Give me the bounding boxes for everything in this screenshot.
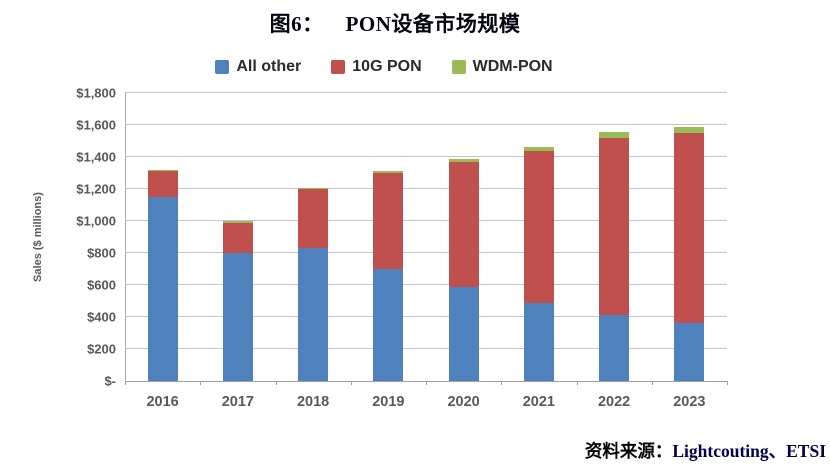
legend-item-wdm-pon: WDM-PON (451, 58, 553, 76)
bar-segment (147, 197, 178, 381)
x-tick-mark (727, 381, 728, 385)
stacked-bar-2023 (674, 126, 705, 381)
bar-segment (674, 323, 705, 381)
y-tick-label: $600 (87, 277, 116, 293)
gridline (125, 124, 727, 125)
gridline (125, 316, 727, 317)
x-tick-mark (426, 381, 427, 385)
x-tick-label: 2017 (221, 394, 255, 410)
chart-figure: All other 10G PON WDM-PON Sales ($ milli… (14, 46, 794, 424)
bar-segment (298, 248, 329, 381)
bar-segment (147, 171, 178, 197)
chart-legend: All other 10G PON WDM-PON (14, 58, 754, 76)
x-tick-mark (125, 381, 126, 385)
stacked-bar-2022 (599, 132, 630, 381)
bar-segment (523, 302, 554, 381)
bar-segment (523, 151, 554, 303)
bar-segment (674, 126, 705, 134)
bar-segment (448, 161, 479, 288)
x-tick-mark (501, 381, 503, 385)
x-tick-mark (576, 381, 578, 385)
stacked-bar-2016 (147, 169, 178, 381)
stacked-bar-2020 (448, 159, 479, 381)
y-tick-label: $1,400 (76, 149, 116, 165)
legend-label: WDM-PON (472, 58, 553, 75)
y-tick-label: $1,000 (76, 213, 116, 229)
bar-segment (373, 269, 404, 381)
source-label: 资料来源： (584, 441, 673, 461)
legend-item-all-other: All other (215, 58, 301, 76)
bar-segment (448, 287, 479, 381)
x-tick-label: 2019 (372, 394, 405, 410)
legend-item-10g-pon: 10G PON (331, 58, 422, 76)
y-tick-label: $1,200 (76, 181, 116, 197)
figure-number: 图6： (269, 12, 324, 36)
y-tick-label: $800 (87, 245, 116, 261)
y-tick-label: $1,800 (76, 85, 116, 101)
gridline (125, 92, 727, 93)
y-axis-line (125, 93, 126, 385)
bar-segment (674, 133, 705, 324)
bar-segment (222, 253, 253, 381)
bar-segment (599, 137, 630, 315)
x-tick-label: 2023 (673, 394, 706, 410)
legend-label: 10G PON (352, 58, 422, 75)
x-tick-mark (200, 381, 202, 385)
x-tick-mark (275, 381, 277, 385)
figure-title: 图6： PON设备市场规模 (0, 8, 790, 38)
legend-swatch-red-icon (331, 60, 346, 74)
x-tick-label: 2020 (447, 394, 480, 410)
x-tick-label: 2016 (146, 394, 179, 410)
stacked-bar-2018 (298, 187, 329, 381)
bar-segment (222, 221, 253, 223)
bar-segment (222, 222, 253, 253)
bar-segment (373, 173, 404, 269)
gridline (125, 348, 727, 349)
x-tick-label: 2018 (296, 394, 330, 410)
x-tick-label: 2022 (597, 394, 631, 410)
gridline (125, 220, 727, 221)
source-value: Lightcouting、ETSI (672, 441, 826, 461)
bar-segment (147, 169, 178, 172)
figure-title-text: PON设备市场规模 (345, 12, 521, 36)
bar-segment (599, 314, 630, 381)
y-tick-label: $- (104, 373, 116, 389)
bar-segment (298, 189, 329, 249)
stacked-bar-2017 (222, 221, 253, 381)
x-tick-mark (350, 381, 352, 385)
bar-segment (373, 171, 404, 173)
y-tick-label: $200 (87, 341, 116, 357)
bar-segment (599, 132, 630, 138)
gridline (125, 156, 727, 157)
source-line: 资料来源：Lightcouting、ETSI (585, 438, 826, 463)
gridline (125, 252, 727, 253)
legend-swatch-green-icon (451, 60, 466, 74)
legend-swatch-blue-icon (215, 60, 230, 74)
gridline (125, 284, 727, 285)
gridline (125, 188, 727, 189)
bar-segment (448, 159, 479, 162)
x-tick-label: 2021 (522, 394, 556, 410)
bar-segment (523, 147, 554, 152)
y-tick-label: $400 (87, 309, 116, 325)
stacked-bar-2021 (523, 147, 554, 381)
stacked-bar-2019 (373, 171, 404, 381)
y-axis-title: Sales ($ millions) (32, 192, 44, 282)
plot-area: $- $200 $400 $600 $800 $1,000 $1,200 $1,400 $1,6… (76, 86, 728, 410)
bar-segment (298, 187, 329, 190)
y-tick-label: $1,600 (76, 117, 116, 133)
legend-label: All other (236, 58, 302, 75)
x-tick-mark (651, 381, 653, 385)
